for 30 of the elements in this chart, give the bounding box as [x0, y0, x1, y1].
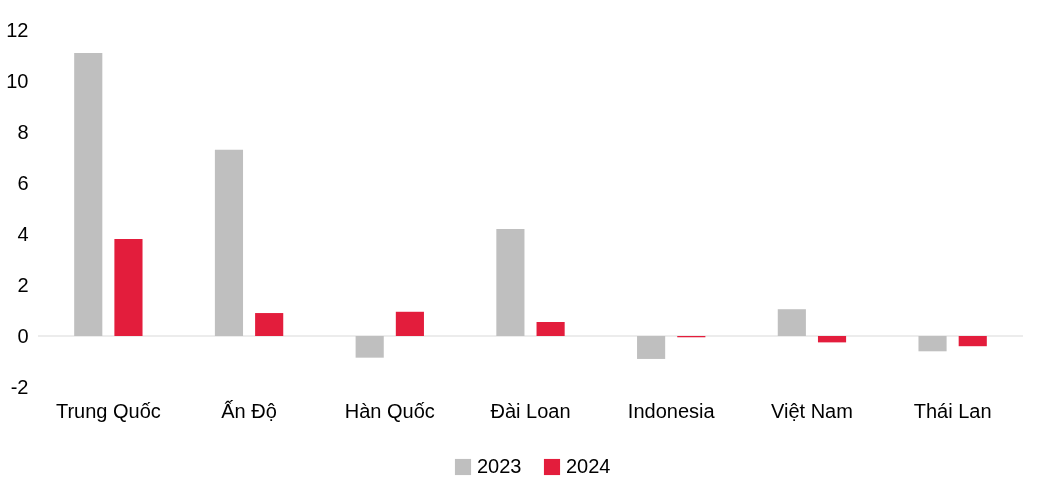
- bar: [395, 311, 424, 336]
- bar: [777, 309, 806, 336]
- y-tick-label: 6: [17, 171, 29, 194]
- legend-label: 2023: [477, 455, 522, 477]
- x-tick-label: Hàn Quốc: [344, 399, 435, 422]
- bar: [637, 336, 666, 359]
- y-tick-label: 4: [17, 222, 29, 245]
- bar: [958, 336, 987, 347]
- bar: [74, 52, 103, 336]
- legend-label: 2024: [566, 455, 611, 477]
- bar: [918, 336, 947, 352]
- y-tick-label: 2: [17, 273, 29, 296]
- x-tick-label: Ấn Độ: [221, 399, 277, 422]
- x-tick-label: Đài Loan: [490, 399, 571, 422]
- x-tick-label: Trung Quốc: [55, 399, 161, 422]
- y-tick-label: 8: [17, 120, 29, 143]
- bar: [255, 313, 284, 336]
- bar: [496, 228, 525, 336]
- bar: [214, 149, 244, 336]
- bar: [114, 239, 143, 336]
- bar: [355, 336, 384, 358]
- y-tick-label: -2: [10, 375, 29, 398]
- y-tick-label: 10: [6, 69, 29, 92]
- y-tick-label: 12: [6, 18, 29, 41]
- y-tick-label: 0: [17, 324, 29, 347]
- x-tick-label: Thái Lan: [913, 399, 992, 422]
- bar: [817, 336, 847, 343]
- x-tick-label: Indonesia: [627, 399, 716, 422]
- x-tick-label: Việt Nam: [770, 399, 853, 422]
- bar: [536, 321, 565, 336]
